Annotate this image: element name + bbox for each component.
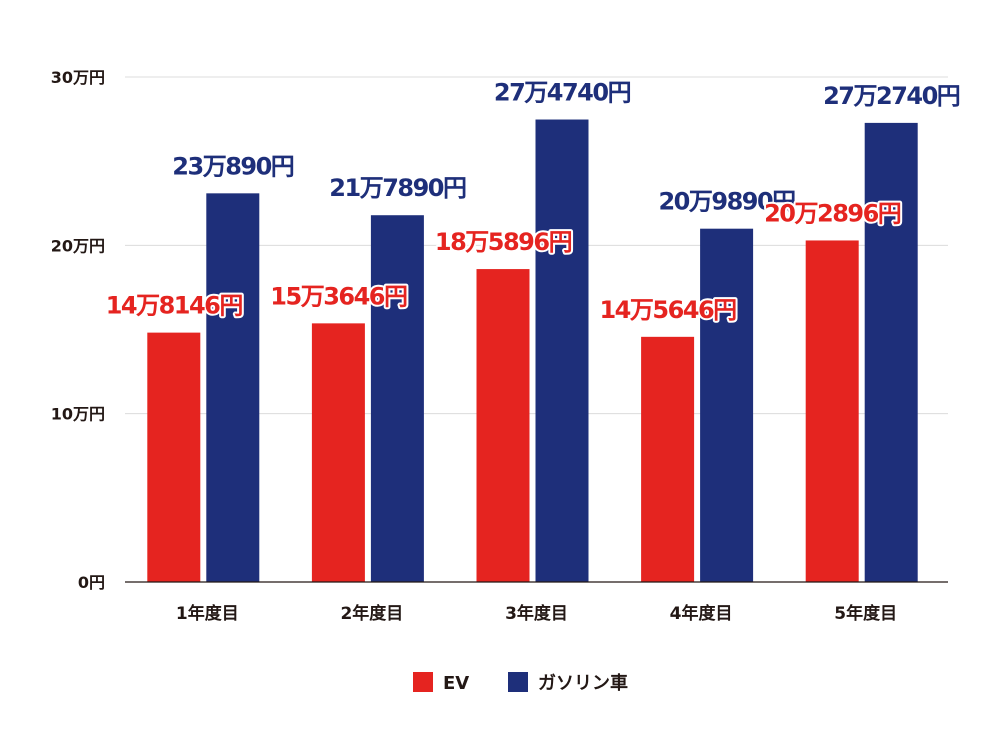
data-label: 18万5896円: [435, 228, 572, 256]
y-tick-label: 0円: [78, 573, 105, 592]
gasoline-bar: [206, 193, 260, 583]
data-label: 27万4740円: [494, 79, 631, 107]
ev-bar: [805, 240, 859, 582]
ev-bar: [641, 336, 695, 582]
y-tick-label: 10万円: [51, 405, 105, 424]
legend-label: ガソリン車: [538, 672, 628, 694]
data-label: 27万2740円: [823, 82, 960, 110]
gasoline-bar: [700, 228, 754, 582]
gasoline-bar: [535, 119, 589, 583]
legend-swatch: [508, 672, 528, 692]
y-tick-label: 20万円: [51, 236, 105, 255]
x-tick-label: 5年度目: [834, 603, 897, 624]
x-tick-label: 4年度目: [670, 603, 733, 624]
ev-bar: [147, 332, 201, 582]
data-label: 20万2896円: [764, 199, 901, 227]
ev-bar: [476, 269, 530, 582]
gasoline-bar: [864, 122, 918, 582]
ev-bar: [311, 323, 365, 582]
x-tick-label: 1年度目: [176, 603, 239, 624]
x-tick-label: 2年度目: [340, 603, 403, 624]
x-tick-label: 3年度目: [505, 603, 568, 624]
data-label: 14万5646円: [599, 296, 736, 324]
legend-label: EV: [443, 673, 469, 694]
data-label: 21万7890円: [329, 174, 466, 202]
legend-swatch: [413, 672, 433, 692]
gasoline-bar: [370, 215, 424, 582]
data-label: 14万8146円: [106, 292, 243, 320]
data-label: 15万3646円: [270, 282, 407, 310]
data-label: 23万890円: [172, 152, 293, 180]
data-label: 20万9890円: [658, 188, 795, 216]
y-tick-label: 30万円: [51, 68, 105, 87]
